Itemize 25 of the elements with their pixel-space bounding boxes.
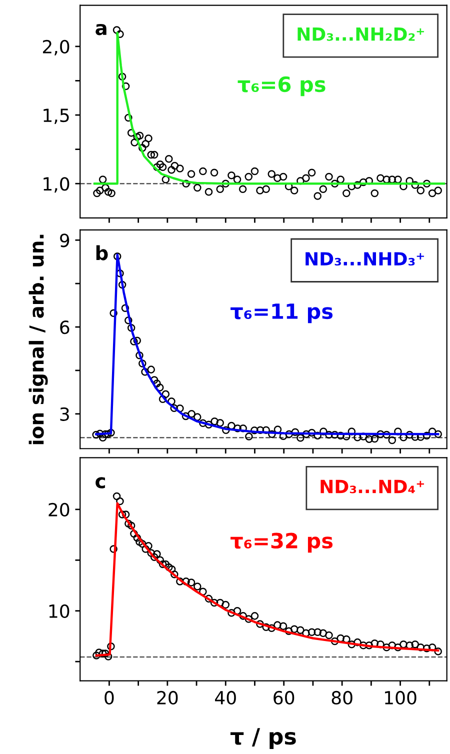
x-tick-label: 60 xyxy=(274,690,294,705)
x-tick-label: 20 xyxy=(157,690,178,705)
text: ND₃...NH₂D₂⁺ xyxy=(298,28,424,41)
y-tick-label: 10 xyxy=(49,604,70,618)
x-tick-label: 0 xyxy=(104,690,114,705)
x-axis-title: τ / ps xyxy=(230,728,296,750)
annotation: b xyxy=(96,245,108,260)
y-tick-label: 3 xyxy=(60,407,69,421)
y-axis-title: ion signal / arb. un. xyxy=(28,234,48,444)
x-tick-label: 40 xyxy=(215,690,236,705)
y-tick-label: 9 xyxy=(60,234,70,248)
annotation: τ₆=11 ps xyxy=(230,304,333,324)
text: ND₃...NHD₃⁺ xyxy=(306,252,424,266)
y-tick-label: 20 xyxy=(48,502,70,517)
text: ND₃...ND₄⁺ xyxy=(320,480,424,494)
x-tick-label: 100 xyxy=(385,690,416,705)
annotation: τ₆=6 ps xyxy=(238,76,326,96)
y-tick-label: 1,0 xyxy=(44,177,70,193)
annotation: c xyxy=(96,477,105,488)
y-tick-label: 6 xyxy=(60,320,70,334)
annotation: a xyxy=(96,24,106,36)
annotation: τ₆=32 ps xyxy=(230,532,333,553)
y-tick-label: 2,0 xyxy=(42,40,70,56)
x-tick-label: 80 xyxy=(332,690,352,705)
y-tick-label: 1,5 xyxy=(44,108,69,124)
